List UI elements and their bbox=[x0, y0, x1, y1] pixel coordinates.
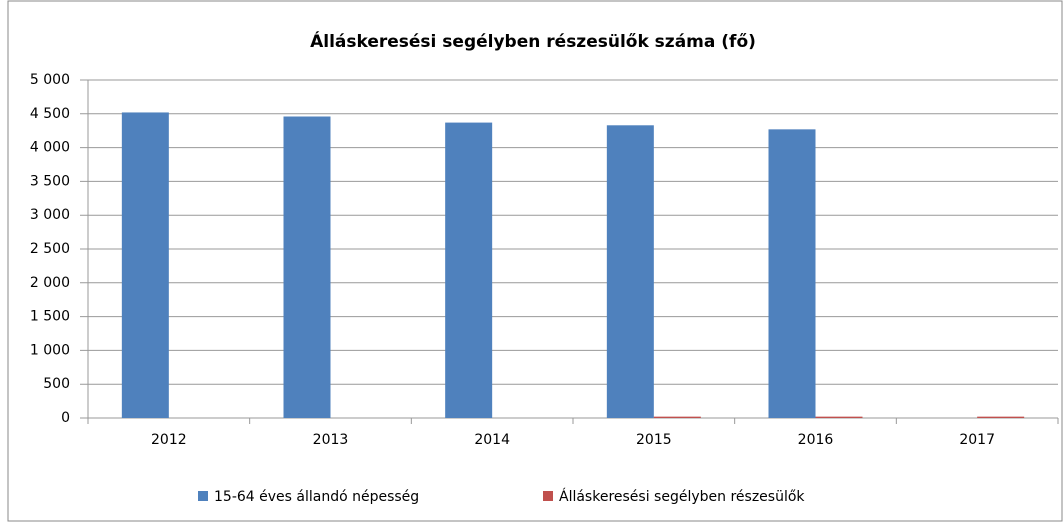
y-tick-label: 500 bbox=[43, 376, 70, 392]
bar bbox=[283, 116, 331, 418]
x-tick-label: 2014 bbox=[474, 432, 510, 448]
x-tick-label: 2013 bbox=[313, 432, 349, 448]
bar bbox=[977, 416, 1025, 418]
chart-frame bbox=[7, 0, 1063, 522]
y-tick-label: 1 000 bbox=[30, 342, 70, 358]
y-tick-label: 2 500 bbox=[30, 241, 70, 257]
legend-label: Álláskeresési segélyben részesülők bbox=[559, 488, 805, 505]
bar bbox=[768, 129, 816, 418]
y-tick-label: 2 000 bbox=[30, 275, 70, 291]
y-tick-label: 1 500 bbox=[30, 309, 70, 325]
bar bbox=[606, 125, 654, 419]
bar bbox=[653, 416, 701, 418]
y-tick-label: 4 500 bbox=[30, 106, 70, 122]
legend-swatch bbox=[198, 491, 208, 501]
legend-label: 15-64 éves állandó népesség bbox=[214, 489, 419, 505]
x-tick-label: 2016 bbox=[798, 432, 834, 448]
x-tick-label: 2012 bbox=[151, 432, 187, 448]
chart-title: Álláskeresési segélyben részesülők száma… bbox=[310, 30, 756, 52]
y-tick-label: 4 000 bbox=[30, 140, 70, 156]
x-tick-label: 2015 bbox=[636, 432, 672, 448]
y-tick-label: 3 000 bbox=[30, 207, 70, 223]
bar bbox=[121, 112, 169, 418]
bar bbox=[815, 416, 863, 418]
y-tick-label: 3 500 bbox=[30, 173, 70, 189]
bar bbox=[445, 122, 493, 418]
legend-swatch bbox=[543, 491, 553, 501]
x-tick-label: 2017 bbox=[959, 432, 995, 448]
y-tick-label: 0 bbox=[61, 410, 70, 426]
y-tick-label: 5 000 bbox=[30, 72, 70, 88]
